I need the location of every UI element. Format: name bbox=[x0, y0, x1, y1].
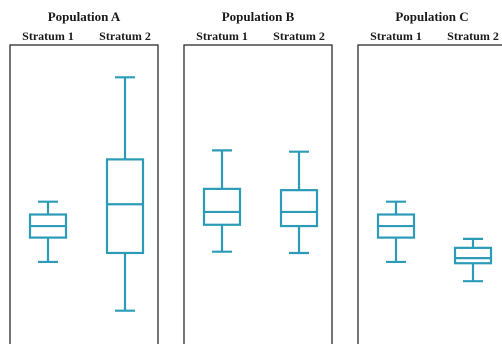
box-iqr bbox=[202, 187, 242, 226]
panel-2: Population B Stratum 1 Stratum 2 bbox=[183, 9, 333, 344]
panel-frame bbox=[357, 44, 502, 344]
panel-title: Population C bbox=[395, 9, 468, 24]
panel-title: Population A bbox=[48, 9, 121, 24]
stratum-label: Stratum 1 bbox=[370, 29, 422, 43]
stratum-label: Stratum 1 bbox=[196, 29, 248, 43]
box-iqr bbox=[453, 246, 493, 265]
box-iqr bbox=[105, 158, 145, 255]
panel-frame bbox=[183, 44, 333, 344]
box-iqr bbox=[279, 189, 319, 228]
panel-title: Population B bbox=[222, 9, 295, 24]
panel-1: Population A Stratum 1 Stratum 2 bbox=[9, 9, 159, 344]
stratum-label: Stratum 2 bbox=[447, 29, 499, 43]
stratum-label: Stratum 2 bbox=[273, 29, 325, 43]
panel-3: Population C Stratum 1 Stratum 2 bbox=[357, 9, 502, 344]
stratum-label: Stratum 2 bbox=[99, 29, 151, 43]
stratum-label: Stratum 1 bbox=[22, 29, 74, 43]
panel-frame bbox=[9, 44, 159, 344]
